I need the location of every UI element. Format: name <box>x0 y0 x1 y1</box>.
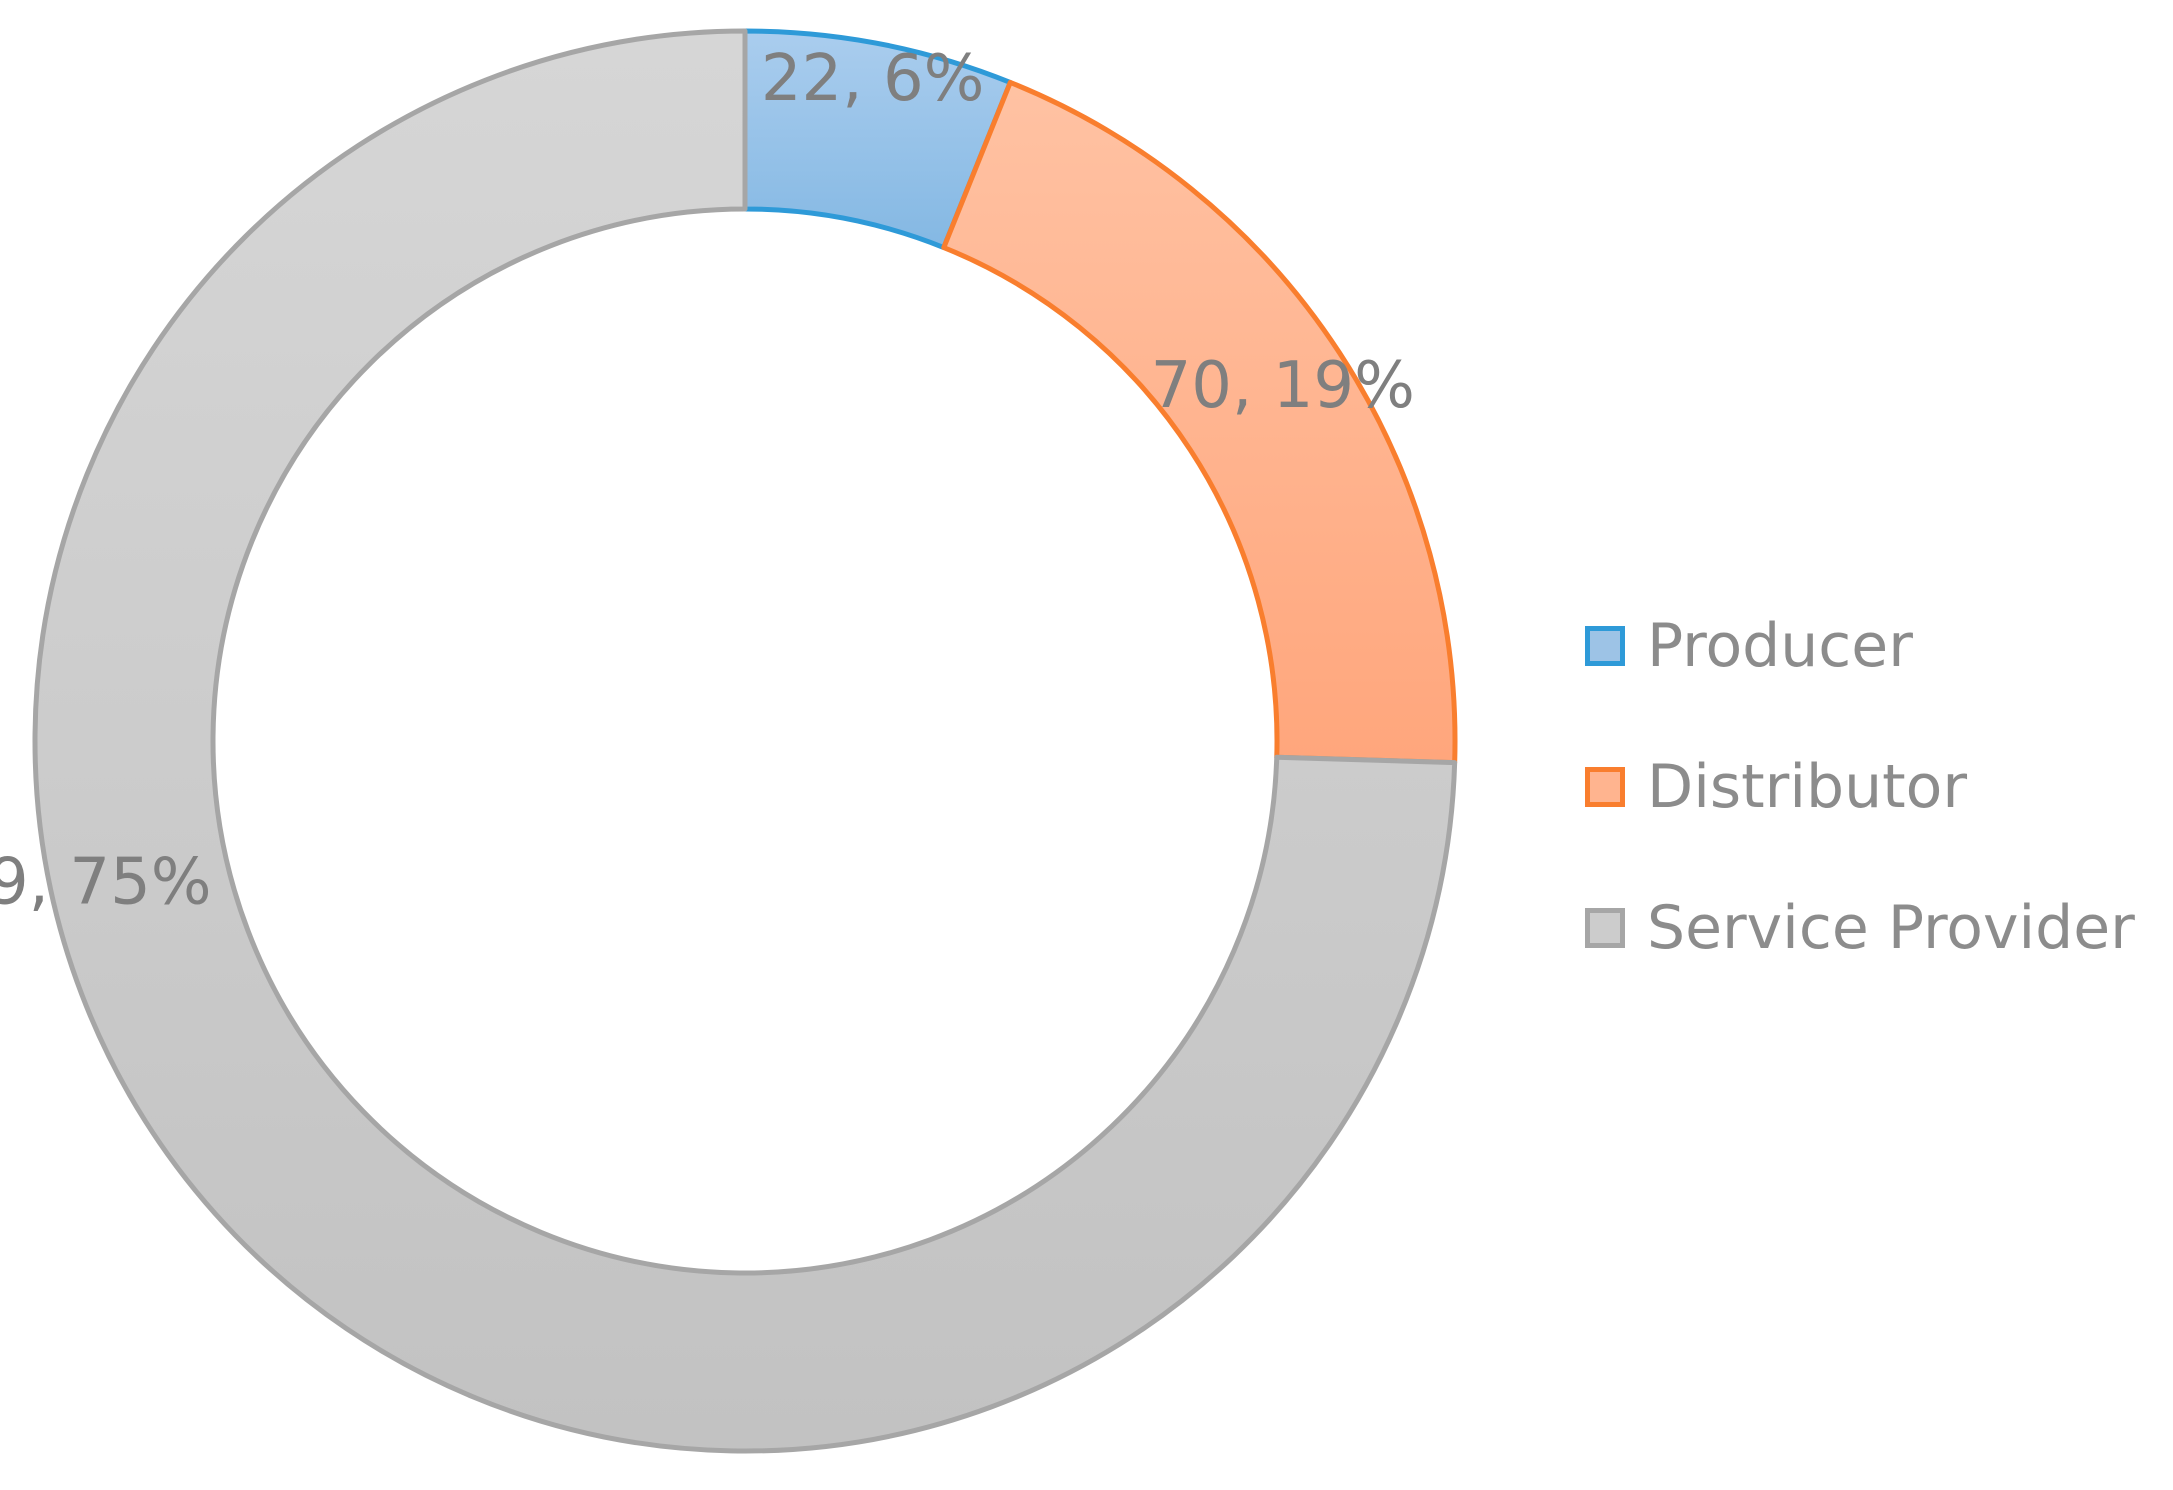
data-label-distributor: 70, 19% <box>1151 349 1415 423</box>
legend-swatch-service-provider <box>1585 907 1625 948</box>
legend-label-producer: Producer <box>1647 610 1913 681</box>
legend-item-service-provider[interactable]: Service Provider <box>1585 857 2145 998</box>
legend: Producer Distributor Service Provider <box>1585 575 2145 998</box>
data-label-producer: 22, 6% <box>761 42 985 116</box>
legend-swatch-producer <box>1585 625 1625 666</box>
slice-service-provider[interactable] <box>32 28 1458 1454</box>
legend-item-producer[interactable]: Producer <box>1585 575 2145 716</box>
legend-item-distributor[interactable]: Distributor <box>1585 716 2145 857</box>
legend-label-service-provider: Service Provider <box>1647 892 2135 963</box>
data-label-service-provider: 269, 75% <box>0 846 212 920</box>
legend-label-distributor: Distributor <box>1647 751 1968 822</box>
slice-distributor[interactable] <box>941 79 1458 766</box>
legend-swatch-distributor <box>1585 766 1625 807</box>
